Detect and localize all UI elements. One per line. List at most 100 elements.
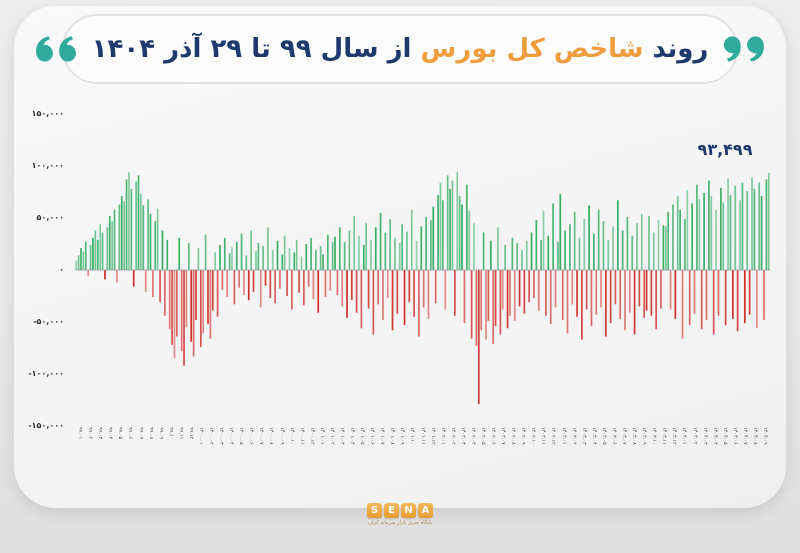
bar	[528, 270, 530, 303]
bar	[338, 227, 341, 270]
bar	[643, 270, 646, 318]
bar	[415, 240, 418, 270]
bar	[559, 194, 562, 270]
bar	[152, 270, 154, 298]
bar	[382, 270, 384, 320]
bar	[660, 270, 662, 309]
bar	[645, 270, 648, 311]
x-tick-label: ۹۹.۱۱	[177, 427, 184, 440]
bar	[149, 213, 152, 270]
bar	[720, 187, 722, 270]
x-tick-label: ۹۹.۱۰	[167, 427, 174, 440]
x-tick-label: ۹۹.۰۶	[127, 427, 134, 440]
bar	[456, 172, 459, 270]
bar	[585, 270, 588, 310]
bar	[257, 242, 260, 270]
x-tick-label: ۱۴۰۲.۰۳	[459, 427, 466, 445]
bar	[748, 270, 751, 315]
x-tick-label: ۱۴۰۱.۰۹	[399, 427, 406, 445]
bar	[604, 270, 607, 337]
bar	[722, 202, 725, 270]
bar	[183, 270, 185, 366]
bar	[408, 270, 411, 303]
bar	[346, 270, 348, 318]
bar	[535, 220, 538, 270]
bar	[763, 270, 765, 320]
quote-close-icon	[35, 36, 76, 62]
bar	[303, 270, 305, 306]
bar	[140, 194, 142, 270]
bar	[84, 241, 87, 270]
x-tick-label: ۱۴۰۱.۱۰	[409, 427, 416, 445]
bar	[698, 199, 701, 270]
bar	[688, 270, 691, 326]
bar	[741, 182, 744, 270]
bar	[607, 239, 610, 270]
bar	[128, 172, 130, 270]
x-tick-label: ۱۴۰۱.۰۱	[318, 427, 325, 445]
bar	[219, 245, 221, 270]
x-tick-label: ۱۴۰۴.۰۵	[721, 427, 728, 445]
bar	[732, 270, 734, 319]
bar	[185, 270, 188, 328]
bar	[626, 216, 629, 270]
bar	[576, 270, 578, 317]
bar	[259, 270, 262, 308]
bar	[235, 241, 238, 270]
title-bar: روند شاخص کل بورس از سال ۹۹ تا ۲۹ آذر ۱۴…	[35, 14, 765, 84]
bar	[676, 196, 679, 270]
x-tick-label: ۱۴۰۲.۰۶	[490, 427, 496, 445]
x-tick-label: ۹۹.۰۵	[117, 427, 124, 440]
bar	[315, 250, 317, 270]
bar	[650, 270, 653, 316]
bar	[420, 226, 423, 270]
bar	[396, 270, 399, 314]
bar	[597, 209, 600, 270]
bar	[506, 270, 509, 329]
bar	[509, 270, 511, 316]
bar	[765, 179, 768, 270]
x-tick-label: ۱۴۰۳.۰۵	[600, 427, 607, 445]
bar	[144, 270, 147, 292]
bar	[362, 245, 365, 270]
bar	[425, 216, 427, 270]
bar	[370, 239, 372, 270]
bar	[197, 248, 200, 270]
bar	[286, 270, 288, 296]
bar	[386, 270, 389, 299]
bar	[89, 245, 92, 270]
bar	[540, 239, 542, 270]
x-tick-label: ۱۴۰۲.۰۵	[479, 427, 486, 445]
x-tick-label: ۱۴۰۲.۰۴	[469, 427, 476, 445]
bar	[176, 270, 178, 337]
bar	[322, 254, 324, 270]
page-title: روند شاخص کل بورس از سال ۹۹ تا ۲۹ آذر ۱۴…	[92, 36, 709, 62]
x-tick-label: ۹۹.۰۹	[157, 427, 164, 440]
bar	[667, 211, 669, 270]
bar	[173, 270, 176, 359]
x-tick-label: ۹۹.۰۱	[77, 427, 83, 440]
bar	[398, 242, 401, 270]
logo-tile-s: S	[367, 503, 382, 518]
bar	[593, 233, 595, 270]
bar	[638, 270, 641, 307]
x-tick-label: ۱۴۰۱.۰۴	[349, 427, 355, 445]
bar	[312, 270, 315, 300]
bar	[530, 232, 533, 270]
bar	[454, 270, 456, 316]
bar	[111, 221, 113, 270]
bar	[216, 270, 219, 317]
bar	[207, 270, 209, 325]
bar	[293, 252, 296, 270]
last-value-label: ۹۳,۴۹۹	[697, 140, 753, 159]
bar	[549, 270, 552, 325]
bar	[164, 270, 166, 316]
bar	[533, 270, 535, 299]
bar	[274, 270, 276, 304]
x-tick-label: ۱۴۰۰.۰۶	[248, 427, 255, 445]
bar	[166, 239, 169, 270]
bar	[245, 255, 248, 270]
y-tick-label: -۵۰,۰۰۰	[33, 316, 64, 326]
bar	[739, 200, 741, 270]
